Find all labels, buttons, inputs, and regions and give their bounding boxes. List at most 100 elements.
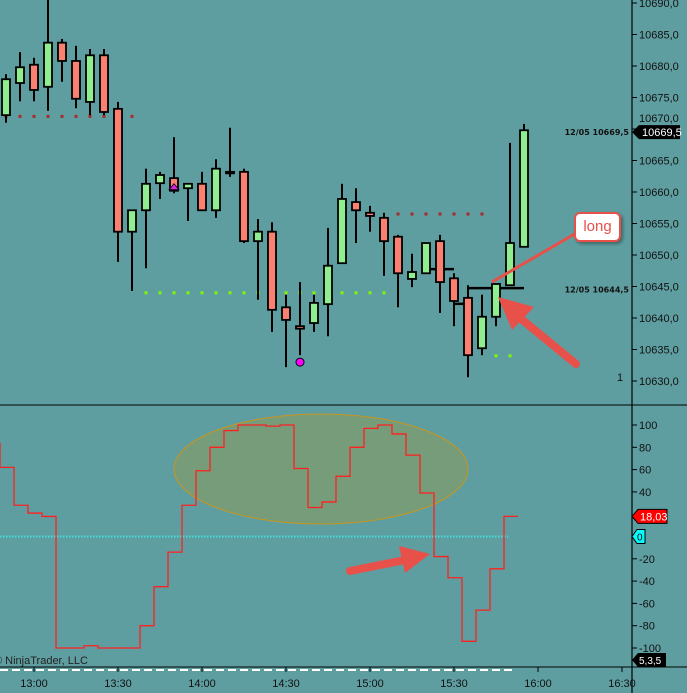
bottom-tag-text: 5,3,5 <box>639 656 662 667</box>
resistance-dotted-dot <box>410 212 414 216</box>
oscillator-tick-label: -80 <box>639 621 655 633</box>
candle-up <box>337 198 347 265</box>
time-tick-label: 13:00 <box>20 678 48 690</box>
resistance-dotted-dot <box>452 212 456 216</box>
last-price-text: 10669,5 <box>642 127 682 139</box>
candle-down <box>267 230 277 311</box>
candle-down <box>295 325 305 330</box>
candle-up <box>407 271 417 280</box>
callout-pointer <box>491 230 579 284</box>
resistance-dotted-dot <box>46 114 50 118</box>
resistance-dotted-dot <box>32 114 36 118</box>
support-dotted-dot <box>382 291 386 295</box>
candle-down <box>197 182 207 212</box>
candle-down <box>365 211 375 217</box>
candle-up <box>491 283 501 318</box>
candle-up <box>141 182 151 212</box>
support-dotted-dot <box>354 291 358 295</box>
oscillator-tick-label: 100 <box>639 420 657 432</box>
candle-up <box>85 54 95 103</box>
candle-up <box>519 129 529 248</box>
price-tick-label: 10650,0 <box>639 250 679 262</box>
highlight-ellipse <box>173 413 469 525</box>
resistance-dotted-dot <box>466 212 470 216</box>
support-dotted-dot <box>494 354 498 358</box>
candle-up <box>183 182 193 190</box>
resistance-dotted-dot <box>396 212 400 216</box>
resistance-dotted-dot <box>102 114 106 118</box>
time-tick-label: 13:30 <box>104 678 132 690</box>
candle-up <box>43 41 53 88</box>
candle-up <box>15 66 25 84</box>
resistance-dotted-dot <box>480 212 484 216</box>
price-tick-label: 10635,0 <box>639 345 679 357</box>
support-dotted-dot <box>284 291 288 295</box>
candle-down <box>379 216 389 243</box>
resistance-dotted-dot <box>130 114 134 118</box>
candle-up <box>309 301 319 324</box>
arrow-shaft <box>516 314 580 368</box>
price-tick-label: 10655,0 <box>639 219 679 231</box>
support-dotted-dot <box>158 291 162 295</box>
oscillator-tick-label: -100 <box>639 643 661 655</box>
price-tick-label: 10630,0 <box>639 376 679 388</box>
candle-down <box>29 63 39 91</box>
oscillator-tick-label: -60 <box>639 598 655 610</box>
resistance-dotted-dot <box>18 114 22 118</box>
candle-down <box>239 170 249 243</box>
price-tick-label: 10670,0 <box>639 113 679 125</box>
candle-down <box>99 54 109 113</box>
price-tick-label: 10665,0 <box>639 156 679 168</box>
candle-up <box>421 242 431 275</box>
oscillator-tick-label: 40 <box>639 487 651 499</box>
support-dotted-dot <box>172 291 176 295</box>
oscillator-arrow-head-icon <box>399 546 430 573</box>
resistance-dotted-dot <box>60 114 64 118</box>
resistance-dotted-dot <box>438 212 442 216</box>
candle-up <box>323 264 333 306</box>
oscillator-tick-label: 80 <box>639 442 651 454</box>
time-tick-label: 15:30 <box>440 678 468 690</box>
oscillator-tick-label: -40 <box>639 576 655 588</box>
price-tick-label: 10690,0 <box>639 0 679 10</box>
candle-down <box>281 306 291 321</box>
candle-up <box>211 167 221 212</box>
candle-down <box>113 107 123 233</box>
price-tick-label: 10685,0 <box>639 30 679 42</box>
price-label: 12/05 10644,5 <box>565 286 630 295</box>
candle-down <box>435 240 445 283</box>
candle-up <box>1 78 11 117</box>
bar-counter: 1 <box>617 372 623 384</box>
candle-down <box>393 235 403 275</box>
price-tick-label: 10675,0 <box>639 93 679 105</box>
support-dotted-dot <box>200 291 204 295</box>
candle-up <box>477 315 487 350</box>
support-dotted-dot <box>186 291 190 295</box>
support-dotted-dot <box>242 291 246 295</box>
support-dotted-dot <box>144 291 148 295</box>
time-tick-label: 14:00 <box>188 678 216 690</box>
oscillator-tick-label: -20 <box>639 554 655 566</box>
support-dotted-dot <box>312 291 316 295</box>
time-tick-label: 15:00 <box>356 678 384 690</box>
signal-triangle-icon <box>168 183 180 191</box>
support-dotted-dot <box>214 291 218 295</box>
oscillator-tick-label: 60 <box>639 465 651 477</box>
last-price-tag <box>632 125 680 140</box>
long-callout: long <box>574 212 621 242</box>
oscillator-arrow-shaft <box>346 556 409 575</box>
bottom-tag <box>632 653 666 667</box>
price-label: 12/05 10669,5 <box>565 128 630 137</box>
time-tick-label: 16:00 <box>524 678 552 690</box>
candle-up <box>505 242 515 287</box>
candle-up <box>253 230 263 243</box>
zero-tag-text: 0 <box>637 533 643 544</box>
support-dotted-dot <box>228 291 232 295</box>
price-tick-label: 10640,0 <box>639 313 679 325</box>
price-tick-label: 10660,0 <box>639 187 679 199</box>
resistance-dotted-dot <box>74 114 78 118</box>
arrow-head-icon <box>498 297 534 330</box>
support-dotted-dot <box>340 291 344 295</box>
support-dotted-dot <box>368 291 372 295</box>
